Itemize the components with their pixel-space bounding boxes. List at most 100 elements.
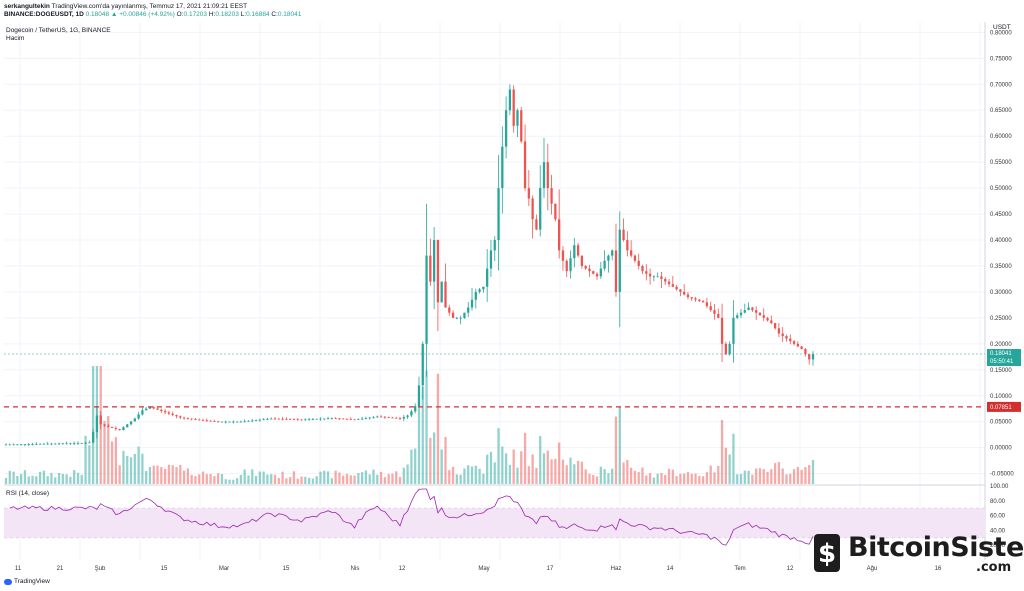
volume-bar	[16, 476, 19, 484]
volume-bar	[486, 454, 489, 484]
open-value: 0.17203	[183, 11, 208, 18]
volume-bar	[732, 433, 735, 484]
volume-bar	[622, 462, 625, 484]
volume-bar	[482, 473, 485, 484]
volume-bar	[603, 469, 606, 484]
volume-bar	[542, 453, 546, 484]
candle-body	[398, 418, 402, 420]
candle-body	[160, 409, 163, 412]
volume-bar	[667, 468, 671, 484]
candle-body	[542, 162, 546, 189]
volume-bar	[561, 459, 565, 484]
candle-body	[12, 444, 15, 446]
volume-bar	[27, 476, 30, 484]
volume-bar	[736, 474, 739, 484]
time-tick-7: 12	[399, 566, 406, 572]
candle-body	[467, 307, 470, 313]
price-axis: 0.80000 0.75000 0.70000 0.65000 0.60000 0.550…	[990, 30, 1014, 477]
volume-bar	[766, 471, 769, 484]
volume-bar	[440, 449, 443, 484]
volume-title: Hacim	[6, 35, 25, 42]
volume-bar	[626, 459, 629, 484]
candle-body	[391, 417, 394, 419]
candle-body	[486, 268, 489, 287]
candle-body	[755, 310, 758, 313]
volume-bar	[209, 474, 212, 484]
candle-body	[645, 271, 648, 274]
volume-bar	[497, 428, 500, 484]
candle-body	[482, 286, 485, 290]
volume-bar	[796, 466, 799, 484]
candle-body	[565, 260, 568, 272]
volume-bar	[232, 479, 235, 484]
volume-bar	[455, 474, 458, 484]
candle-body	[448, 307, 451, 313]
volume-bar	[463, 468, 466, 484]
candle-body	[618, 229, 621, 292]
volume-bar	[342, 475, 345, 484]
volume-bar	[167, 464, 171, 484]
candle-body	[31, 444, 34, 445]
volume-bar	[520, 451, 523, 484]
candle-body	[675, 286, 678, 290]
volume-bar	[186, 468, 189, 484]
volume-bar	[645, 475, 648, 484]
volume-bar	[319, 471, 322, 484]
candle-body	[110, 426, 114, 428]
bitcoin-coin-icon: $	[814, 534, 840, 572]
volume-bar	[42, 470, 46, 484]
candle-body	[535, 219, 538, 230]
candle-body	[561, 250, 565, 261]
candle-body	[46, 443, 49, 445]
volume-bar	[258, 471, 261, 484]
candle-body	[720, 317, 724, 344]
rsi-band	[4, 508, 985, 538]
volume-bar	[262, 471, 265, 484]
candle-body	[652, 276, 656, 278]
volume-bar	[12, 471, 15, 484]
candle-body	[243, 421, 246, 423]
volume-bar	[228, 479, 231, 484]
volume-bar	[296, 478, 299, 484]
volume-bar	[213, 476, 216, 484]
candle-body	[228, 421, 231, 423]
volume-bar	[580, 461, 584, 484]
candle-body	[292, 419, 296, 421]
candle-body	[489, 250, 493, 269]
tradingview-logo[interactable]: TradingView	[4, 578, 50, 585]
volume-bar	[65, 474, 68, 484]
candle-body	[607, 255, 610, 261]
volume-bar	[595, 476, 599, 484]
volume-bar	[785, 474, 788, 484]
volume-bar	[432, 432, 436, 484]
candle-body	[512, 89, 515, 126]
candle-body	[349, 419, 352, 420]
volume-bar	[777, 462, 781, 484]
price-tick-11: 0.25000	[990, 316, 1012, 322]
candle-body	[792, 341, 796, 344]
volume-bar	[467, 465, 470, 484]
candle-body	[717, 313, 720, 318]
volume-bar	[76, 472, 80, 484]
candle-body	[444, 281, 447, 308]
volume-bar	[235, 478, 239, 484]
candle-body	[414, 406, 417, 412]
candle-body	[516, 110, 519, 126]
volume-bar	[531, 454, 534, 484]
volume-bar	[588, 473, 591, 484]
candle-body	[694, 298, 697, 300]
candle-body	[141, 410, 144, 415]
last-value: 0.18048	[85, 11, 110, 18]
candle-body	[709, 306, 712, 311]
watermark: $ BitcoinSistemi .com	[808, 528, 1024, 580]
volume-bar	[652, 477, 656, 484]
volume-bar	[804, 467, 807, 484]
volume-bar	[656, 473, 659, 484]
volume-bar	[285, 478, 288, 484]
volume-bar	[459, 474, 462, 484]
price-tick-15: 0.05000	[990, 420, 1012, 426]
volume-bar	[633, 470, 637, 484]
candle-body	[334, 418, 337, 419]
volume-bar	[156, 465, 159, 484]
